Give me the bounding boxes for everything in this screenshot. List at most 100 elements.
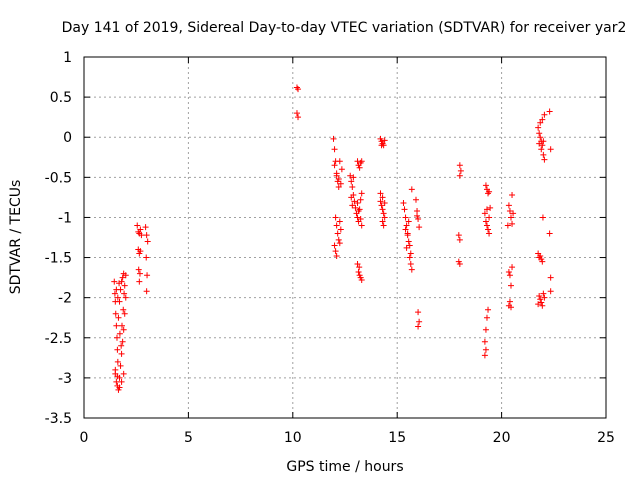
data-point <box>540 138 547 145</box>
data-point <box>378 202 385 209</box>
data-point <box>135 266 142 273</box>
data-point <box>482 326 489 333</box>
data-point <box>481 210 488 217</box>
data-point <box>506 298 513 305</box>
data-point <box>119 338 126 345</box>
data-point <box>349 202 356 209</box>
data-point <box>333 172 340 179</box>
data-point <box>537 119 544 126</box>
grid <box>84 57 606 418</box>
data-point <box>137 248 144 255</box>
x-tick-label: 25 <box>597 430 615 446</box>
data-point <box>535 301 542 308</box>
data-point <box>507 304 514 311</box>
data-point <box>402 226 409 233</box>
data-point <box>116 280 123 287</box>
data-point <box>379 218 386 225</box>
x-tick-label: 5 <box>184 430 193 446</box>
data-point <box>336 240 343 247</box>
data-point <box>380 210 387 217</box>
data-point <box>335 183 342 190</box>
data-point <box>406 242 413 249</box>
data-point <box>485 226 492 233</box>
data-point <box>510 210 517 217</box>
data-point <box>113 378 120 385</box>
y-tick-label: -1 <box>58 210 72 226</box>
data-point <box>457 167 464 174</box>
data-point <box>407 260 414 267</box>
data-point <box>358 277 365 284</box>
data-point <box>414 212 421 219</box>
data-point <box>332 214 339 221</box>
data-point <box>350 174 357 181</box>
data-point <box>331 242 338 249</box>
y-tick-label: -3 <box>58 371 72 387</box>
data-point <box>143 288 150 295</box>
data-point <box>338 166 345 173</box>
data-point <box>355 208 362 215</box>
data-point <box>144 238 151 245</box>
data-point <box>121 310 128 317</box>
data-point <box>509 264 516 271</box>
data-point <box>537 252 544 259</box>
data-point <box>115 314 122 321</box>
data-point <box>119 322 126 329</box>
data-point <box>507 214 514 221</box>
data-point <box>357 216 364 223</box>
data-point <box>138 232 145 239</box>
data-point <box>536 140 543 147</box>
data-point <box>506 272 513 279</box>
data-point <box>536 130 543 137</box>
data-point <box>112 366 119 373</box>
data-point <box>113 286 120 293</box>
data-point <box>482 218 489 225</box>
data-point <box>546 230 553 237</box>
data-point <box>142 224 149 231</box>
data-point <box>540 290 547 297</box>
data-point <box>333 252 340 259</box>
data-point <box>456 260 463 267</box>
data-point <box>354 200 361 207</box>
data-point <box>144 272 151 279</box>
data-point <box>540 151 547 158</box>
x-tick-label: 20 <box>493 430 511 446</box>
data-point <box>456 162 463 169</box>
data-point <box>114 346 121 353</box>
data-point <box>404 232 411 239</box>
y-tick-labels: 1 0.5 0 -0.5 -1 -1.5 -2 -2.5 -3 -3.5 <box>45 50 72 427</box>
data-point <box>348 194 355 201</box>
data-point <box>352 204 359 211</box>
data-point <box>114 358 121 365</box>
data-point <box>143 232 150 239</box>
data-point <box>408 266 415 273</box>
data-point <box>482 346 489 353</box>
data-point <box>333 222 340 229</box>
data-point <box>456 172 463 179</box>
data-points <box>111 84 554 393</box>
y-tick-label: -3.5 <box>45 411 72 427</box>
data-point <box>541 156 548 163</box>
data-point <box>334 230 341 237</box>
data-point <box>538 299 545 306</box>
x-tick-label: 15 <box>388 430 406 446</box>
data-point <box>456 236 463 243</box>
data-point <box>483 206 490 213</box>
data-point <box>356 264 363 271</box>
data-point <box>537 134 544 141</box>
data-point <box>487 204 494 211</box>
y-tick-label: -0.5 <box>45 170 72 186</box>
data-point <box>406 254 413 261</box>
data-point <box>547 274 554 281</box>
y-tick-label: 1 <box>63 50 72 66</box>
data-point <box>486 188 493 195</box>
y-tick-label: 0 <box>63 130 72 146</box>
data-point <box>114 373 121 380</box>
data-point <box>122 294 129 301</box>
data-point <box>337 226 344 233</box>
y-tick-label: 0.5 <box>50 90 72 106</box>
data-point <box>137 226 144 233</box>
data-point <box>355 268 362 275</box>
data-point <box>335 236 342 243</box>
data-point <box>400 200 407 207</box>
